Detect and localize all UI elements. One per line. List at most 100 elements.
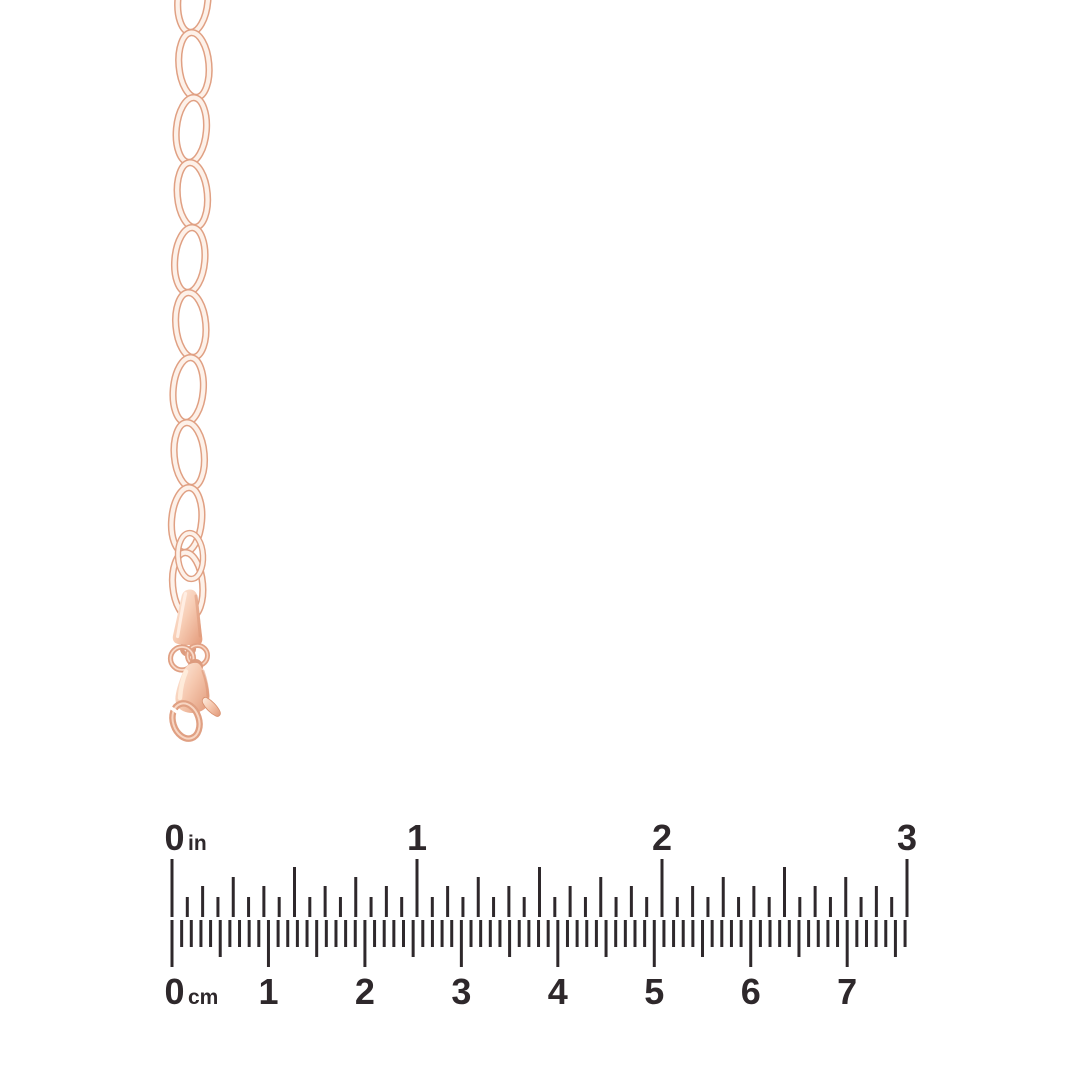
lobster-clasp [168,659,221,742]
cm-tick [527,920,531,947]
inch-tick [583,897,587,917]
ruler-inch-ticks [170,859,909,917]
inch-tick [476,877,480,917]
inch-tick [706,897,710,917]
inch-tick [798,897,802,917]
chain-end-link-wire-highlight [176,531,205,581]
inch-tick [492,897,496,917]
cm-label-5: 5 [644,971,664,1012]
cm-tick [633,920,637,947]
inch-tick [522,897,526,917]
cm-tick [373,920,377,947]
cm-tick [353,920,357,947]
inch-tick [890,897,894,917]
inch-tick [170,859,174,917]
inch-tick [721,877,725,917]
cm-tick [392,920,396,947]
inch-tick [905,859,909,917]
inch-tick [767,897,771,917]
cm-tick [710,920,714,947]
cm-tick [797,920,801,957]
cm-tick [575,920,579,947]
cm-tick [228,920,232,947]
cm-tick [807,920,811,947]
inch-label-3: 3 [897,817,917,858]
cm-tick [845,920,849,967]
cm-label-4: 4 [548,971,568,1012]
cm-tick [864,920,868,947]
chain-end-link [174,529,207,583]
cm-tick [209,920,213,947]
cm-tick [729,920,733,947]
cm-tick [778,920,782,947]
jump-ring-front-highlight [169,646,195,671]
chain-link [171,288,210,362]
inch-tick [338,897,342,917]
inch-tick [553,897,557,917]
chain-link [173,158,212,232]
cm-tick [479,920,483,947]
cm-tick [749,920,753,967]
cm-tick [720,920,724,947]
cm-tick [469,920,473,947]
inch-tick [629,886,633,917]
inch-tick [752,886,756,917]
inch-tick [446,886,450,917]
ruler-cm-ticks [170,920,907,967]
cm-tick [604,920,608,957]
cm-tick [382,920,386,947]
cm-tick [170,920,174,967]
cm-tick [643,920,647,947]
inch-tick [323,886,327,917]
cm-tick [276,920,280,947]
inch-tick [262,886,266,917]
inch-tick [354,877,358,917]
inch-tick [783,867,786,917]
cm-tick [701,920,705,957]
cm-tick [565,920,569,947]
cm-tick [855,920,859,947]
cm-tick [430,920,434,947]
cm-label-7: 7 [837,971,857,1012]
cm-tick [816,920,820,947]
chain-link [170,223,209,297]
inch-tick [874,886,878,917]
cm-tick [623,920,627,947]
clasp-body-shade [201,669,210,698]
cm-tick [334,920,338,947]
cm-tick [594,920,598,947]
cm-tick [614,920,618,947]
cm-tick [459,920,463,967]
cm-tick [893,920,897,957]
cm-tick [305,920,309,947]
cm-tick [421,920,425,947]
cm-label-6: 6 [741,971,761,1012]
cm-tick [238,920,242,947]
cm-tick [681,920,685,947]
chain-link [175,28,213,102]
cm-unit-label: cm [188,986,218,1009]
cm-label-0: 0 [164,971,184,1012]
clasp-assembly [167,589,221,742]
inch-tick [277,897,281,917]
inch-label-1: 1 [407,817,427,858]
inch-tick [400,897,404,917]
cm-tick [266,920,270,967]
inch-label-2: 2 [652,817,672,858]
cm-tick [508,920,512,957]
cm-tick [672,920,676,947]
inch-tick [369,897,373,917]
inch-tick [185,897,189,917]
inch-tick [691,886,695,917]
chain-link [169,353,208,427]
cm-tick [411,920,415,957]
cm-tick [517,920,521,947]
cm-tick [662,920,666,947]
cm-tick [652,920,656,967]
inch-tick [247,897,251,917]
cm-tick [363,920,367,967]
